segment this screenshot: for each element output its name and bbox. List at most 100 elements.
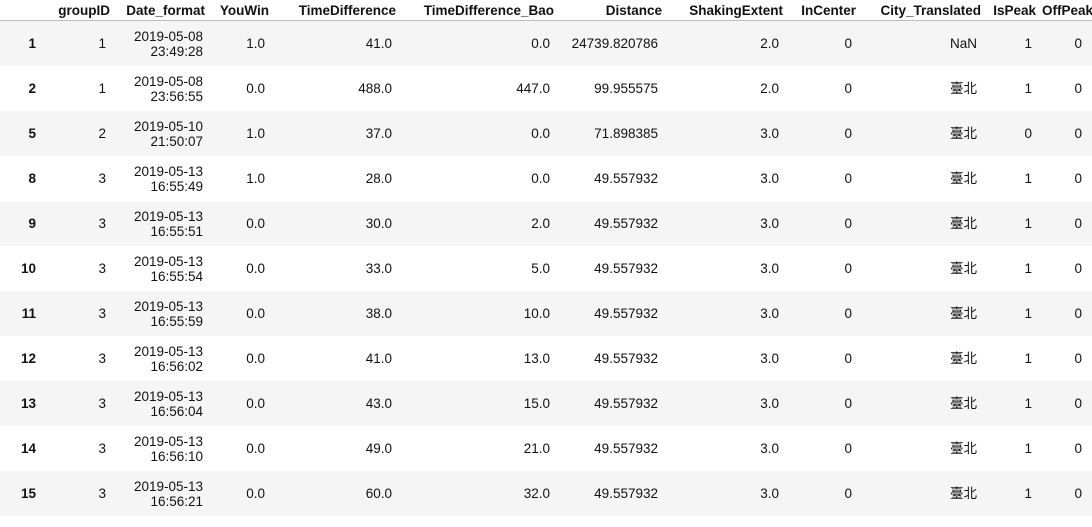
table-row: 8 3 2019-05-13 16:55:49 1.0 28.0 0.0 49.557932 3… (0, 156, 1092, 201)
cell-distance: 49.557932 (594, 441, 658, 456)
cell-time-difference-bao: 0.0 (531, 171, 550, 186)
cell-youwin: 0.0 (246, 306, 265, 321)
cell-date: 2019-05-08 (133, 28, 203, 44)
cell-date-format: 2019-05-13 16:56:21 (116, 471, 211, 516)
cell-date: 2019-05-13 (133, 388, 203, 404)
cell-time: 16:56:02 (150, 358, 203, 374)
cell-shaking-extent: 3.0 (760, 486, 779, 501)
cell-in-center: 0 (844, 126, 852, 141)
cell-time: 16:55:51 (150, 223, 203, 239)
cell-shaking-extent: 2.0 (760, 81, 779, 96)
cell-is-peak: 1 (1024, 486, 1032, 501)
cell-date-format: 2019-05-13 16:56:04 (116, 381, 211, 426)
table-row: 13 3 2019-05-13 16:56:04 0.0 43.0 15.0 49.55793… (0, 381, 1092, 426)
cell-shaking-extent: 3.0 (760, 351, 779, 366)
cell-youwin: 1.0 (246, 36, 265, 51)
cell-date-format: 2019-05-13 16:55:51 (116, 201, 211, 246)
cell-time: 21:50:07 (150, 133, 203, 149)
cell-time-difference-bao: 0.0 (531, 126, 550, 141)
cell-in-center: 0 (844, 351, 852, 366)
cell-city-translated: 臺北 (950, 306, 977, 321)
cell-distance: 99.955575 (594, 81, 658, 96)
cell-date: 2019-05-13 (133, 253, 203, 269)
table-header: groupID Date_format YouWin TimeDifferenc… (0, 0, 1092, 21)
header-date-format: Date_format (116, 0, 211, 21)
cell-youwin: 0.0 (246, 441, 265, 456)
row-index: 5 (28, 126, 36, 141)
cell-is-peak: 1 (1024, 351, 1032, 366)
cell-distance: 49.557932 (594, 351, 658, 366)
table-row: 14 3 2019-05-13 16:56:10 0.0 49.0 21.0 49.55793… (0, 426, 1092, 471)
cell-youwin: 0.0 (246, 486, 265, 501)
cell-youwin: 1.0 (246, 126, 265, 141)
cell-distance: 71.898385 (594, 126, 658, 141)
row-index: 10 (20, 261, 36, 276)
cell-in-center: 0 (844, 486, 852, 501)
cell-off-peak: 0 (1074, 441, 1082, 456)
cell-groupid: 3 (98, 486, 106, 501)
cell-date-format: 2019-05-10 21:50:07 (116, 111, 211, 156)
cell-city-translated: 臺北 (950, 396, 977, 411)
cell-groupid: 3 (98, 216, 106, 231)
cell-city-translated: 臺北 (950, 486, 977, 501)
table-row: 15 3 2019-05-13 16:56:21 0.0 60.0 32.0 49.55793… (0, 471, 1092, 516)
cell-off-peak: 0 (1074, 351, 1082, 366)
cell-time-difference: 60.0 (365, 486, 392, 501)
cell-date-format: 2019-05-13 16:55:49 (116, 156, 211, 201)
cell-shaking-extent: 3.0 (760, 306, 779, 321)
cell-time-difference: 28.0 (365, 171, 392, 186)
cell-city-translated: NaN (949, 36, 977, 51)
cell-shaking-extent: 3.0 (760, 261, 779, 276)
row-index: 15 (20, 486, 36, 501)
header-distance: Distance (560, 0, 668, 21)
cell-in-center: 0 (844, 171, 852, 186)
cell-time-difference-bao: 15.0 (523, 396, 550, 411)
header-index (0, 0, 46, 21)
cell-groupid: 3 (98, 396, 106, 411)
cell-is-peak: 1 (1024, 441, 1032, 456)
cell-city-translated: 臺北 (950, 351, 977, 366)
cell-city-translated: 臺北 (950, 441, 977, 456)
cell-date: 2019-05-13 (133, 478, 203, 494)
header-time-difference-bao: TimeDifference_Bao (402, 0, 560, 21)
header-off-peak: OffPeak (1042, 0, 1092, 21)
table-row: 11 3 2019-05-13 16:55:59 0.0 38.0 10.0 49.55793… (0, 291, 1092, 336)
row-index: 13 (20, 396, 36, 411)
cell-distance: 49.557932 (594, 216, 658, 231)
cell-time: 23:49:28 (150, 43, 203, 59)
table-row: 5 2 2019-05-10 21:50:07 1.0 37.0 0.0 71.898385 3… (0, 111, 1092, 156)
cell-in-center: 0 (844, 441, 852, 456)
cell-time-difference: 488.0 (358, 81, 392, 96)
header-city-translated: City_Translated (862, 0, 987, 21)
cell-groupid: 1 (98, 36, 106, 51)
cell-time: 23:56:55 (150, 88, 203, 104)
cell-groupid: 3 (98, 171, 106, 186)
cell-date: 2019-05-13 (133, 298, 203, 314)
cell-date: 2019-05-13 (133, 163, 203, 179)
cell-off-peak: 0 (1074, 261, 1082, 276)
row-index: 9 (28, 216, 36, 231)
cell-in-center: 0 (844, 396, 852, 411)
cell-is-peak: 1 (1024, 36, 1032, 51)
cell-city-translated: 臺北 (950, 171, 977, 186)
header-row: groupID Date_format YouWin TimeDifferenc… (0, 0, 1092, 21)
cell-in-center: 0 (844, 261, 852, 276)
cell-off-peak: 0 (1074, 81, 1082, 96)
table-body: 1 1 2019-05-08 23:49:28 1.0 41.0 0.0 24739.8207… (0, 20, 1092, 516)
cell-date: 2019-05-10 (133, 118, 203, 134)
cell-time-difference: 49.0 (365, 441, 392, 456)
row-index: 14 (20, 441, 36, 456)
cell-time-difference: 30.0 (365, 216, 392, 231)
row-index: 2 (28, 81, 36, 96)
cell-time-difference-bao: 447.0 (516, 81, 550, 96)
cell-shaking-extent: 3.0 (760, 441, 779, 456)
cell-is-peak: 1 (1024, 216, 1032, 231)
cell-time: 16:56:04 (150, 403, 203, 419)
cell-shaking-extent: 3.0 (760, 396, 779, 411)
cell-is-peak: 1 (1024, 81, 1032, 96)
cell-youwin: 0.0 (246, 261, 265, 276)
cell-groupid: 3 (98, 351, 106, 366)
dataframe-table: groupID Date_format YouWin TimeDifferenc… (0, 0, 1092, 516)
cell-time-difference: 41.0 (365, 36, 392, 51)
cell-distance: 49.557932 (594, 306, 658, 321)
